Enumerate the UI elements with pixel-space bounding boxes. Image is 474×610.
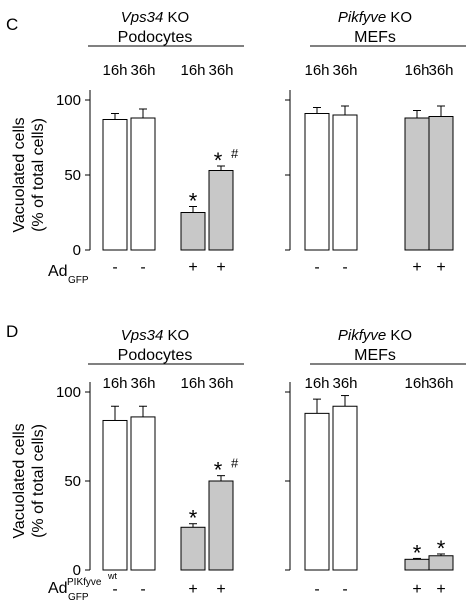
treatment-label: +	[436, 581, 445, 598]
group-title: Pikfyve KO	[338, 327, 412, 344]
significance-hash: #	[231, 456, 239, 471]
treatment-row-label-subscript: GFP	[68, 275, 89, 286]
y-axis-label: (% of total cells)	[30, 424, 47, 538]
group-title: Vps34 KO	[121, 327, 189, 344]
group-title-gene: Pikfyve	[338, 9, 386, 26]
time-label: 36h	[428, 62, 453, 79]
y-tick-label: 100	[56, 92, 81, 109]
time-label: 16h	[404, 62, 429, 79]
group-subtitle: MEFs	[354, 29, 396, 46]
subplot-podocytes: Vps34 KO Podocytes 0 50 100 16h - 36h - 16h + * 36h +…	[56, 327, 244, 598]
significance-hash: #	[231, 146, 239, 161]
bar	[130, 416, 156, 571]
time-label: 16h	[304, 375, 329, 392]
time-label: 36h	[130, 62, 155, 79]
group-title-gene: Pikfyve	[338, 327, 386, 344]
significance-star: *	[413, 540, 422, 565]
treatment-label: +	[436, 259, 445, 276]
bar	[428, 116, 454, 251]
group-subtitle: Podocytes	[118, 347, 193, 364]
bar	[102, 419, 128, 571]
time-label: 16h	[404, 375, 429, 392]
time-label: 36h	[208, 375, 233, 392]
treatment-row-label: Ad	[48, 263, 68, 280]
time-label: 36h	[332, 375, 357, 392]
treatment-label: -	[342, 259, 347, 276]
time-label: 36h	[208, 62, 233, 79]
treatment-label: +	[216, 259, 225, 276]
panel-label: C	[6, 15, 18, 34]
bar	[180, 526, 206, 571]
group-title-suffix: KO	[386, 327, 412, 344]
treatment-label: -	[140, 259, 145, 276]
time-label: 36h	[428, 375, 453, 392]
significance-star: *	[214, 148, 223, 173]
group-title: Vps34 KO	[121, 9, 189, 26]
time-label: 36h	[130, 375, 155, 392]
bar	[332, 405, 358, 571]
y-tick-label: 50	[64, 473, 81, 490]
group-title-suffix: KO	[163, 9, 189, 26]
treatment-label: -	[314, 581, 319, 598]
group-title: Pikfyve KO	[338, 9, 412, 26]
treatment-row-label-subscript: GFP	[68, 592, 89, 603]
group-title-suffix: KO	[386, 9, 412, 26]
treatment-label: -	[314, 259, 319, 276]
time-label: 36h	[332, 62, 357, 79]
treatment-label: +	[412, 581, 421, 598]
panel-c: C Vacuolated cells (% of total cells) AdGFP…	[6, 9, 466, 286]
time-label: 16h	[180, 375, 205, 392]
group-subtitle: MEFs	[354, 347, 396, 364]
panel-label: D	[6, 322, 18, 341]
bar	[208, 170, 234, 251]
treatment-label: -	[140, 581, 145, 598]
treatment-label: -	[112, 259, 117, 276]
y-axis-label: Vacuolated cells	[11, 423, 28, 538]
bar	[404, 117, 430, 251]
subplot-mefs: Pikfyve KO MEFs 16h - 36h - 16h + * 36h + *	[285, 327, 466, 598]
significance-star: *	[437, 536, 446, 561]
group-title-gene: Vps34	[121, 327, 164, 344]
bar	[102, 119, 128, 251]
bar	[180, 212, 206, 251]
treatment-row-label-superscript: wt	[107, 571, 117, 581]
significance-star: *	[214, 458, 223, 483]
y-axis-label: Vacuolated cells	[11, 117, 28, 232]
y-axis-label: (% of total cells)	[30, 118, 47, 232]
bar	[208, 480, 234, 571]
y-tick-label: 50	[64, 167, 81, 184]
bar	[304, 412, 330, 571]
treatment-label: +	[188, 259, 197, 276]
subplot-mefs: Pikfyve KO MEFs 16h - 36h - 16h +36h +	[285, 9, 466, 276]
treatment-row-label-superscript: PIKfyve	[67, 577, 102, 588]
treatment-label: -	[112, 581, 117, 598]
treatment-label: +	[412, 259, 421, 276]
time-label: 16h	[180, 62, 205, 79]
y-tick-label: 100	[56, 384, 81, 401]
subplot-podocytes: Vps34 KO Podocytes 0 50 100 16h - 36h - 16h + * 36h +…	[56, 9, 244, 276]
treatment-label: -	[342, 581, 347, 598]
treatment-label: +	[188, 581, 197, 598]
significance-star: *	[189, 506, 198, 531]
time-label: 16h	[304, 62, 329, 79]
bar	[332, 114, 358, 251]
treatment-row-label: Ad	[48, 580, 68, 597]
bar	[130, 117, 156, 251]
group-subtitle: Podocytes	[118, 29, 193, 46]
time-label: 16h	[102, 62, 127, 79]
bar	[304, 113, 330, 251]
significance-star: *	[189, 189, 198, 214]
y-tick-label: 0	[73, 242, 81, 259]
group-title-suffix: KO	[163, 327, 189, 344]
y-tick-label: 0	[73, 562, 81, 579]
treatment-label: +	[216, 581, 225, 598]
group-title-gene: Vps34	[121, 9, 164, 26]
time-label: 16h	[102, 375, 127, 392]
panel-d: D Vacuolated cells (% of total cells) Ad PIK…	[6, 322, 466, 603]
